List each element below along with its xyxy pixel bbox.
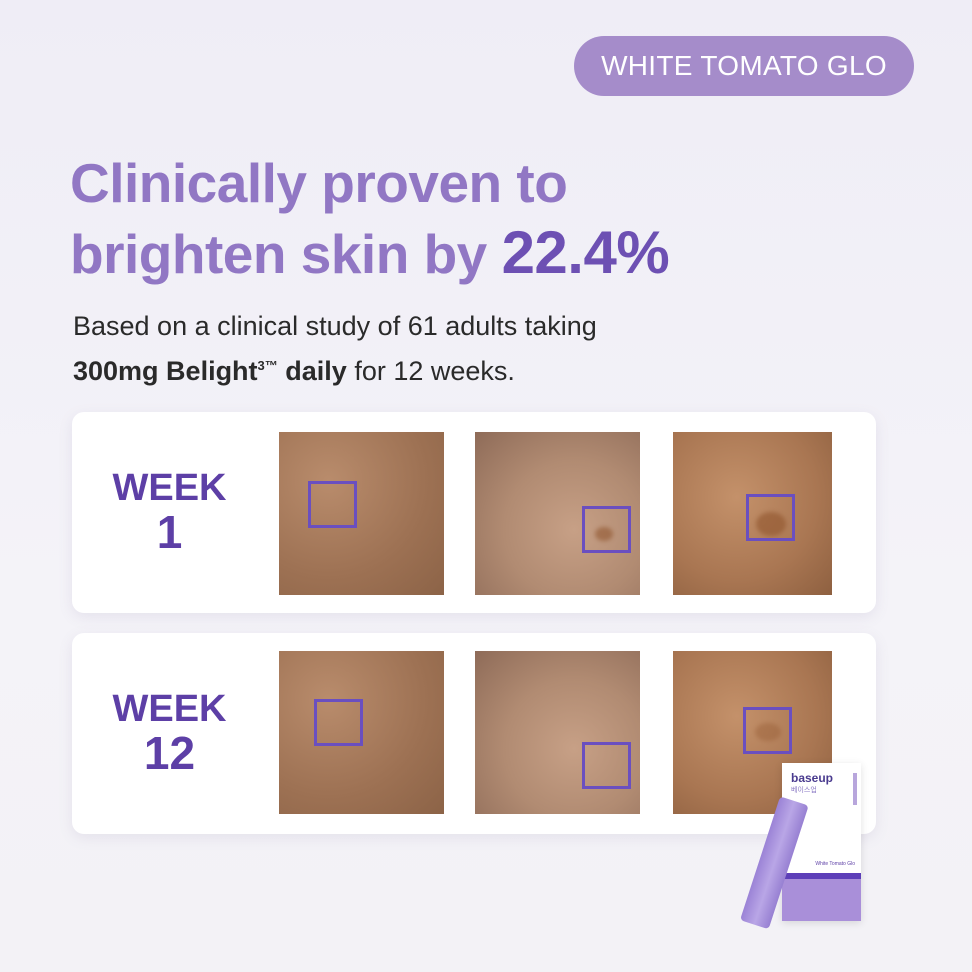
week-12-card: WEEK 12 bbox=[72, 633, 876, 834]
headline: Clinically proven to brighten skin by 22… bbox=[70, 148, 670, 289]
week-number: 1 bbox=[156, 506, 183, 558]
focus-box bbox=[582, 506, 631, 553]
product-badge: WHITE TOMATO GLO bbox=[574, 36, 914, 96]
focus-box bbox=[582, 742, 631, 789]
week-1-card: WEEK 1 bbox=[72, 412, 876, 613]
skin-photo-2 bbox=[475, 432, 640, 595]
skin-photo-3 bbox=[673, 651, 832, 814]
subtext-daily: daily bbox=[277, 356, 347, 386]
week-label: WEEK bbox=[112, 467, 227, 509]
focus-box bbox=[314, 699, 363, 746]
skin-photo-2 bbox=[475, 651, 640, 814]
week-12-label: WEEK 12 bbox=[72, 687, 267, 779]
skin-photo-1 bbox=[279, 651, 444, 814]
headline-line1: Clinically proven to bbox=[70, 152, 568, 214]
trademark: 3™ bbox=[257, 358, 278, 373]
week-1-label: WEEK 1 bbox=[72, 466, 267, 558]
brand-logo: baseup bbox=[791, 771, 834, 785]
subtext-duration: for 12 weeks. bbox=[346, 356, 515, 386]
focus-box bbox=[743, 707, 792, 754]
skin-photo-3 bbox=[673, 432, 832, 595]
skin-photo-1 bbox=[279, 432, 444, 595]
study-description: Based on a clinical study of 61 adults t… bbox=[73, 306, 597, 391]
focus-box bbox=[308, 481, 357, 528]
product-name: White Tomato Glo bbox=[815, 861, 855, 867]
headline-line2: brighten skin by bbox=[70, 223, 502, 285]
week-number: 12 bbox=[143, 727, 196, 779]
subtext-dose: 300mg Belight bbox=[73, 356, 258, 386]
headline-percentage: 22.4% bbox=[501, 219, 670, 286]
week-label: WEEK bbox=[112, 688, 227, 730]
focus-box bbox=[746, 494, 795, 541]
subtext-line1: Based on a clinical study of 61 adults t… bbox=[73, 311, 597, 341]
brand-korean: 베이스업 bbox=[791, 787, 817, 794]
